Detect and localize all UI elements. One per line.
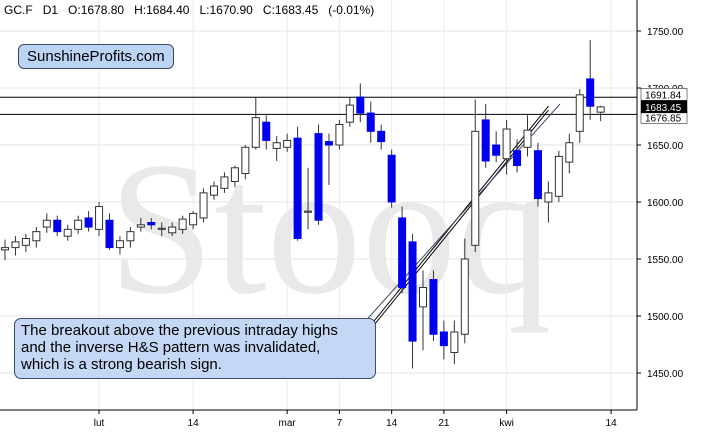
price-label-box bbox=[640, 88, 688, 101]
candle-up bbox=[575, 94, 584, 132]
candle-down bbox=[492, 144, 501, 156]
y-tick-label: 1450.00 bbox=[647, 369, 684, 380]
candle-up bbox=[554, 155, 563, 197]
candle-up bbox=[168, 226, 177, 234]
ohlc-readout: O:1678.80 H:1684.40 L:1670.90 C:1683.45 … bbox=[68, 3, 375, 17]
candle-down bbox=[356, 96, 365, 114]
symbol-label: GC.F bbox=[4, 3, 33, 17]
candle-down bbox=[105, 219, 114, 249]
candle-up bbox=[523, 129, 532, 148]
candle-down bbox=[84, 217, 93, 228]
x-tick-label: mar bbox=[279, 418, 297, 429]
candle-down bbox=[408, 241, 417, 342]
candle-up bbox=[1, 247, 9, 251]
price-label: 1676.85 bbox=[645, 113, 682, 124]
x-tick-label: 7 bbox=[337, 418, 343, 429]
candle-down bbox=[366, 112, 375, 132]
candle-down bbox=[398, 217, 407, 289]
candle-up bbox=[157, 227, 166, 230]
candle-up bbox=[11, 241, 20, 249]
candle-down bbox=[377, 130, 386, 143]
y-tick-label: 1650.00 bbox=[647, 141, 684, 152]
x-tick-label: 14 bbox=[188, 418, 200, 429]
candle-up bbox=[272, 142, 281, 149]
candle-up bbox=[115, 240, 124, 249]
callout-line-3: which is a strong bearish sign. bbox=[21, 356, 222, 373]
candle-up bbox=[74, 219, 83, 230]
candle-up bbox=[230, 167, 239, 182]
candle-down bbox=[387, 154, 396, 203]
interval-label: D1 bbox=[42, 3, 59, 17]
candle-up bbox=[95, 206, 104, 230]
candle-up bbox=[544, 192, 553, 203]
y-tick-label: 1500.00 bbox=[647, 312, 684, 323]
candle-up bbox=[251, 117, 260, 148]
x-tick-label: 21 bbox=[438, 418, 450, 429]
candle-down bbox=[533, 150, 542, 200]
candle-down bbox=[481, 119, 490, 162]
candle-up bbox=[189, 212, 198, 226]
candle-up bbox=[199, 192, 208, 219]
candle-up bbox=[178, 218, 187, 230]
candle-up bbox=[460, 258, 469, 335]
sunshineprofits-badge: SunshineProfits.com bbox=[18, 44, 174, 69]
candle-up bbox=[241, 146, 250, 174]
trendline-parallel bbox=[370, 109, 549, 330]
candle-up bbox=[21, 237, 30, 246]
x-tick-label: kwi bbox=[499, 418, 513, 429]
candle-down bbox=[586, 78, 595, 107]
candle-up bbox=[502, 128, 511, 160]
price-label-box bbox=[640, 100, 688, 114]
x-tick-label: 14 bbox=[386, 418, 398, 429]
y-tick-label: 1600.00 bbox=[647, 198, 684, 209]
price-label: 1691.84 bbox=[645, 90, 682, 101]
annotation-callout: The breakout above the previous intraday… bbox=[14, 318, 376, 379]
candle-down bbox=[324, 141, 333, 146]
candle-up bbox=[345, 104, 354, 123]
candle-down bbox=[262, 121, 271, 141]
candle-down bbox=[53, 219, 62, 233]
candle-up bbox=[471, 130, 480, 246]
callout-line-2: and the inverse H&S pattern was invalida… bbox=[21, 339, 321, 356]
price-label: 1683.45 bbox=[645, 103, 682, 114]
candle-down bbox=[439, 331, 448, 347]
candle-up bbox=[283, 139, 292, 148]
candle-up bbox=[126, 231, 135, 242]
candle-up bbox=[596, 106, 605, 113]
candle-up bbox=[565, 142, 574, 163]
candle-up bbox=[304, 210, 313, 213]
candle-up bbox=[42, 219, 51, 228]
callout-line-1: The breakout above the previous intraday… bbox=[21, 322, 338, 339]
x-tick-label: 14 bbox=[606, 418, 618, 429]
candle-up bbox=[220, 176, 229, 189]
candle-up bbox=[210, 185, 218, 196]
y-tick-label: 1550.00 bbox=[647, 255, 684, 266]
chart-header: GC.F D1 O:1678.80 H:1684.40 L:1670.90 C:… bbox=[4, 3, 374, 17]
candle-up bbox=[32, 231, 41, 242]
candle-down bbox=[429, 279, 438, 335]
candle-up bbox=[63, 228, 72, 237]
candle-up bbox=[335, 123, 344, 146]
candle-down bbox=[513, 150, 522, 167]
candle-up bbox=[450, 331, 459, 353]
x-tick-label: lut bbox=[94, 418, 105, 429]
candle-up bbox=[136, 224, 145, 228]
candle-down bbox=[293, 137, 302, 239]
candle-up bbox=[419, 287, 427, 308]
y-tick-label: 1750.00 bbox=[647, 27, 684, 38]
candle-down bbox=[314, 133, 323, 221]
candle-down bbox=[147, 222, 156, 226]
